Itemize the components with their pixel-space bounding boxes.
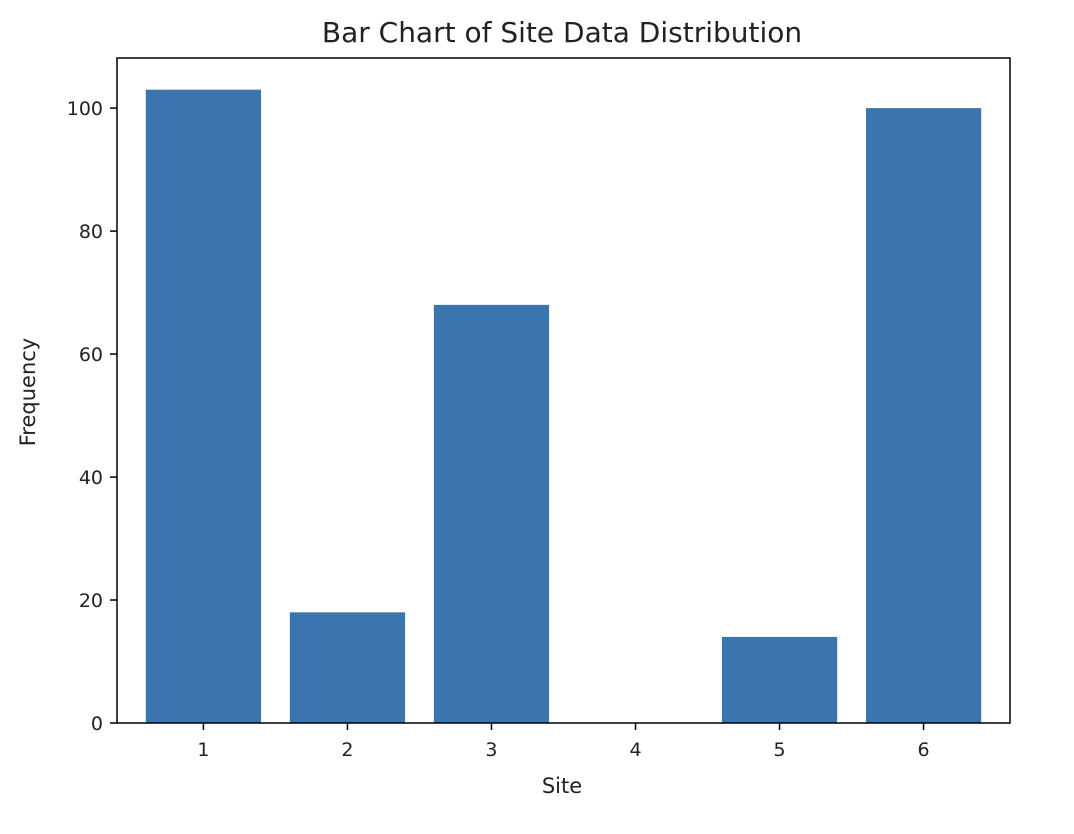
y-tick-label: 20	[79, 590, 103, 612]
y-axis-label: Frequency	[16, 338, 40, 447]
bar-site-2	[289, 612, 406, 723]
bars-group	[145, 89, 982, 723]
x-axis-label: Site	[542, 774, 582, 798]
bar-site-5	[721, 636, 838, 723]
bar-site-6	[865, 108, 982, 723]
y-tick-label: 100	[67, 98, 103, 120]
x-tick-label: 6	[918, 739, 930, 761]
y-tick-label: 60	[79, 344, 103, 366]
chart-title: Bar Chart of Site Data Distribution	[322, 16, 802, 49]
y-tick-label: 80	[79, 221, 103, 243]
x-axis: 1 2 3 4 5 6	[197, 723, 930, 761]
bar-site-1	[145, 89, 262, 723]
x-tick-label: 3	[485, 739, 497, 761]
y-axis: 0 20 40 60 80 100	[67, 98, 117, 735]
x-tick-label: 2	[341, 739, 353, 761]
y-tick-label: 0	[91, 713, 103, 735]
x-tick-label: 4	[629, 739, 641, 761]
y-tick-label: 40	[79, 467, 103, 489]
bar-site-3	[433, 304, 550, 723]
x-tick-label: 5	[774, 739, 786, 761]
x-tick-label: 1	[197, 739, 209, 761]
plot-frame	[116, 57, 1011, 724]
